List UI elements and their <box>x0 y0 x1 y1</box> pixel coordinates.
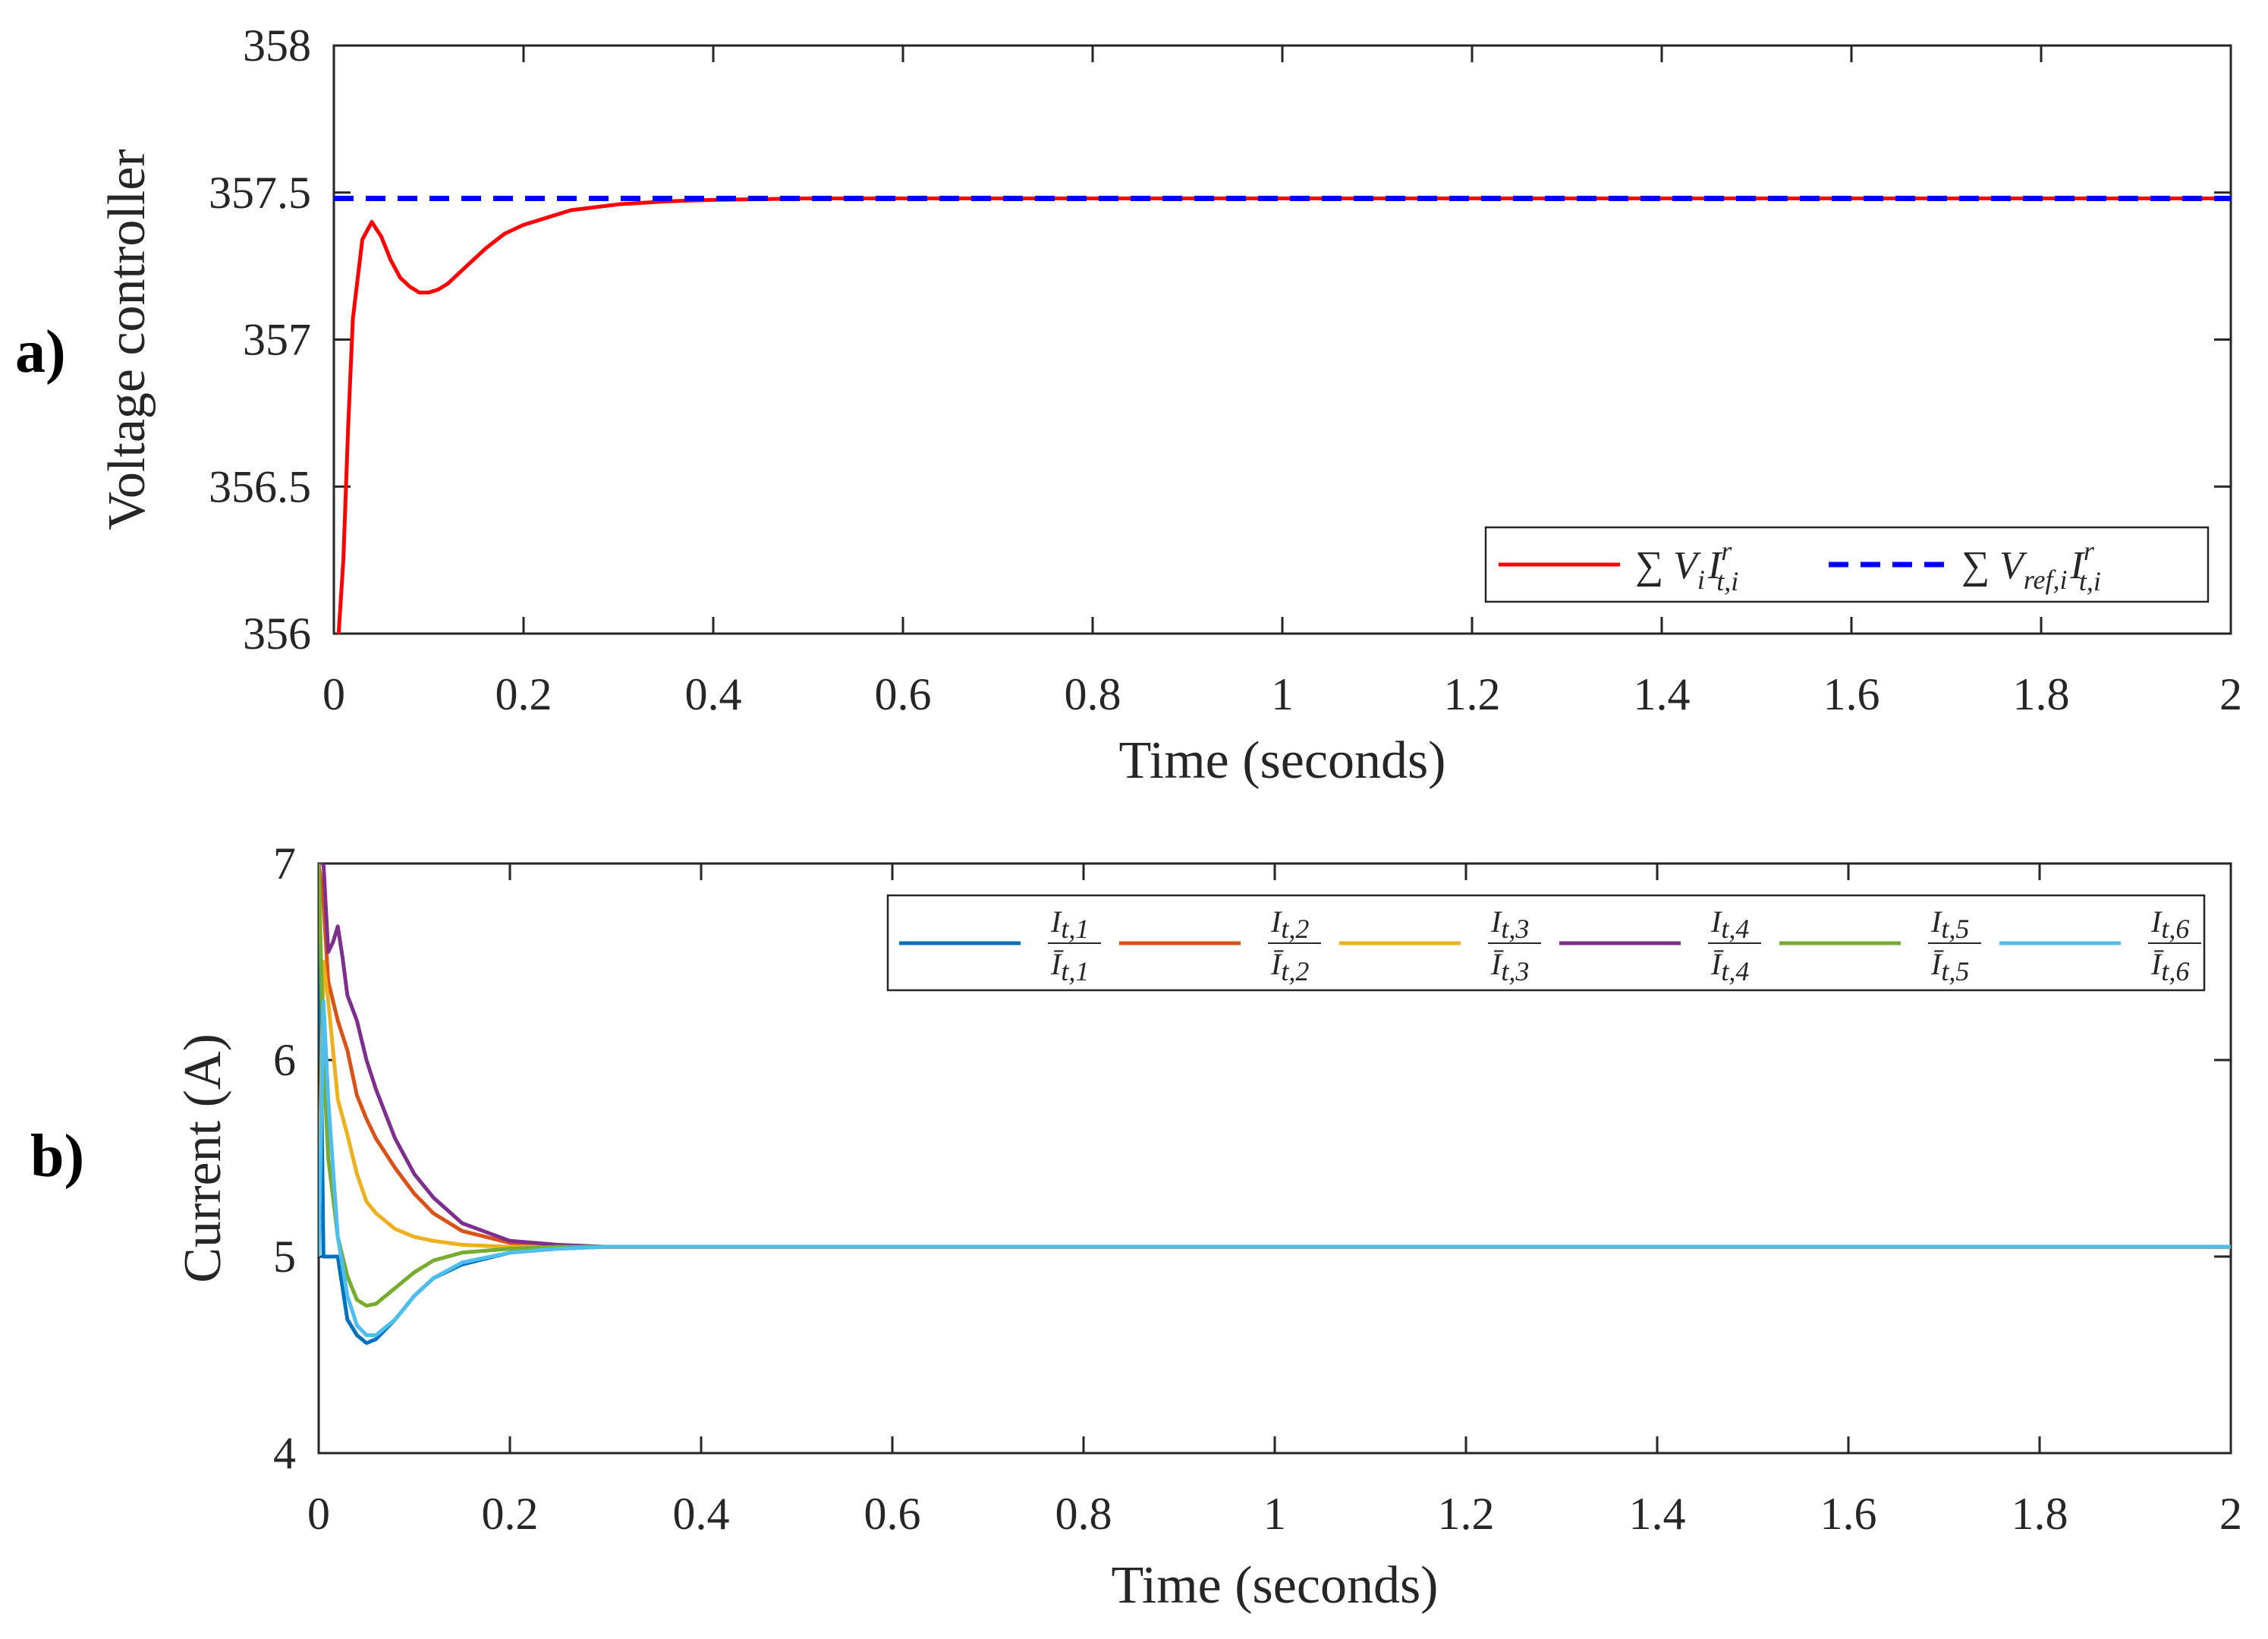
chart-current: b) 0 0.2 0.4 0.6 0.8 1 1.2 1.4 1.6 1.8 2 4 5 6 7 Time (s… <box>30 838 2242 1615</box>
legend-subscript: t,i <box>1716 566 1738 596</box>
legend-superscript: r <box>1721 536 1732 566</box>
legend-numerator-1: It,1 <box>1050 904 1089 944</box>
x-tick-label: 0.4 <box>685 669 742 719</box>
legend-subscript: t,3 <box>1501 956 1529 986</box>
x-tick-label: 1.4 <box>1634 669 1691 719</box>
y-tick-label: 357 <box>243 315 311 365</box>
x-tick-label: 1.8 <box>2013 669 2070 719</box>
x-tick-label: 2 <box>2219 1489 2242 1539</box>
y-tick-label: 4 <box>273 1428 296 1478</box>
legend-symbol: Ī <box>1490 947 1504 981</box>
legend-symbol: Ī <box>2150 947 2164 981</box>
legend-symbol: Ī <box>1270 947 1284 981</box>
x-tick-label: 0 <box>322 669 345 719</box>
y-axis-label: Current (A) <box>174 1033 232 1283</box>
x-tick-label: 1.2 <box>1438 1489 1495 1539</box>
legend-subscript: t,1 <box>1061 914 1089 944</box>
legend-part: I <box>2070 544 2086 587</box>
legend-subscript: t,i <box>2079 566 2101 596</box>
legend-symbol: Ī <box>1050 947 1064 981</box>
x-tick-label: 0.2 <box>495 669 552 719</box>
legend-subscript: t,4 <box>1721 956 1749 986</box>
legend-symbol: Ī <box>1930 947 1944 981</box>
x-tick-label: 1.6 <box>1823 669 1880 719</box>
legend-subscript: i <box>1697 565 1705 595</box>
legend-numerator-4: It,4 <box>1710 904 1749 944</box>
legend-subscript: t,6 <box>2161 914 2189 944</box>
legend-numerator-2: It,2 <box>1270 904 1309 944</box>
y-tick-label: 5 <box>273 1232 296 1282</box>
x-tick-label: 0.8 <box>1065 669 1121 719</box>
legend-symbol: I <box>1710 904 1722 939</box>
x-axis-label: Time (seconds) <box>1118 731 1445 790</box>
legend: It,1Īt,1It,2Īt,2It,3Īt,3It,4Īt,4It,5Īt,5… <box>886 894 2206 992</box>
x-tick-label: 0 <box>307 1489 330 1539</box>
x-tick-label: 1.2 <box>1444 669 1501 719</box>
x-tick-label: 1 <box>1263 1489 1286 1539</box>
legend-denominator-5: Īt,5 <box>1930 947 1969 986</box>
legend-subscript: ref,i <box>2024 565 2068 595</box>
legend-symbol: I <box>1490 904 1502 939</box>
x-tick-label: 2 <box>2219 669 2242 719</box>
legend-superscript: r <box>2084 536 2095 566</box>
legend-symbol: I <box>2150 904 2163 939</box>
legend-symbol: I <box>1270 904 1282 939</box>
plot-area <box>334 196 2231 634</box>
x-axis-label: Time (seconds) <box>1111 1556 1438 1615</box>
legend-label-1: ∑ ViIr t,i <box>1635 536 1738 596</box>
legend-numerator-6: It,6 <box>2150 904 2189 944</box>
x-tick-label: 0.4 <box>673 1489 730 1539</box>
legend-subscript: t,2 <box>1281 914 1309 944</box>
y-axis-label: Voltage controller <box>98 149 156 530</box>
x-tick-label: 1 <box>1271 669 1294 719</box>
legend-numerator-3: It,3 <box>1490 904 1529 944</box>
legend-subscript: t,4 <box>1721 914 1749 944</box>
x-tick-label: 1.8 <box>2012 1489 2068 1539</box>
legend-part: ∑ V <box>1635 544 1701 587</box>
legend-denominator-4: Īt,4 <box>1710 947 1749 986</box>
legend-part: I <box>1707 544 1723 587</box>
legend-box <box>886 894 2206 992</box>
x-tick-label: 0.6 <box>875 669 932 719</box>
y-tick-label: 357.5 <box>209 168 311 218</box>
y-tick-label: 356 <box>243 609 311 659</box>
legend-subscript: t,1 <box>1061 956 1089 986</box>
x-tick-label: 1.4 <box>1629 1489 1686 1539</box>
legend-denominator-3: Īt,3 <box>1490 947 1529 986</box>
legend-subscript: t,6 <box>2161 956 2189 986</box>
series-line-3 <box>319 960 2231 1249</box>
chart-voltage-controller: a) 0 0.2 0.4 0.6 0.8 1 1.2 1.4 1.6 1.8 2 356 356.5 357… <box>15 20 2242 790</box>
panel-label: b) <box>30 1123 84 1190</box>
legend-symbol: Ī <box>1710 947 1724 981</box>
legend-label-2: ∑ Vref,iIr t,i <box>1961 536 2101 596</box>
series-line-6 <box>319 999 2231 1338</box>
legend-symbol: I <box>1050 904 1062 939</box>
x-tick-label: 0.2 <box>482 1489 539 1539</box>
y-tick-label: 6 <box>273 1035 296 1085</box>
legend: ∑ ViIr t,i ∑ Vref,iIr t,i <box>1484 526 2210 603</box>
legend-symbol: I <box>1930 904 1942 939</box>
legend-subscript: t,5 <box>1941 914 1969 944</box>
x-tick-label: 0.8 <box>1055 1489 1112 1539</box>
legend-subscript: t,5 <box>1941 956 1969 986</box>
legend-denominator-2: Īt,2 <box>1270 947 1309 986</box>
legend-subscript: t,2 <box>1281 956 1309 986</box>
legend-denominator-6: Īt,6 <box>2150 947 2189 986</box>
legend-subscript: t,3 <box>1501 914 1529 944</box>
x-tick-label: 1.6 <box>1820 1489 1877 1539</box>
y-tick-label: 7 <box>273 838 296 889</box>
legend-denominator-1: Īt,1 <box>1050 947 1089 986</box>
legend-numerator-5: It,5 <box>1930 904 1969 944</box>
legend-part: ∑ V <box>1961 544 2027 587</box>
plot-area <box>319 864 2231 1345</box>
y-tick-label: 356.5 <box>209 461 311 511</box>
panel-label: a) <box>15 319 66 385</box>
y-tick-label: 358 <box>243 20 311 71</box>
x-tick-label: 0.6 <box>864 1489 921 1539</box>
